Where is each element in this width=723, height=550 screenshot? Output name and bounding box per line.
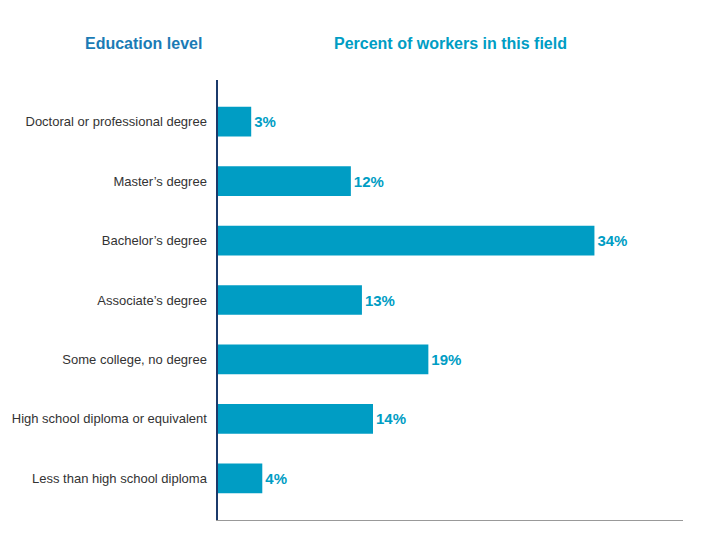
svg-text:14%: 14% bbox=[376, 410, 406, 427]
svg-text:3%: 3% bbox=[254, 113, 276, 130]
svg-text:34%: 34% bbox=[597, 232, 627, 249]
svg-text:Bachelor’s degree: Bachelor’s degree bbox=[102, 233, 207, 248]
svg-text:19%: 19% bbox=[431, 351, 461, 368]
svg-text:4%: 4% bbox=[265, 470, 287, 487]
svg-text:13%: 13% bbox=[365, 292, 395, 309]
svg-text:Education level: Education level bbox=[85, 35, 202, 52]
svg-text:Percent of workers in this fie: Percent of workers in this field bbox=[334, 35, 567, 52]
svg-text:12%: 12% bbox=[354, 173, 384, 190]
svg-text:Master’s degree: Master’s degree bbox=[113, 174, 206, 189]
svg-text:High school diploma or equival: High school diploma or equivalent bbox=[12, 411, 208, 426]
svg-text:Associate’s degree: Associate’s degree bbox=[97, 293, 207, 308]
svg-text:Less than high school diploma: Less than high school diploma bbox=[32, 471, 208, 486]
svg-text:Doctoral or professional degre: Doctoral or professional degree bbox=[26, 114, 207, 129]
svg-text:Some college, no degree: Some college, no degree bbox=[62, 352, 207, 367]
